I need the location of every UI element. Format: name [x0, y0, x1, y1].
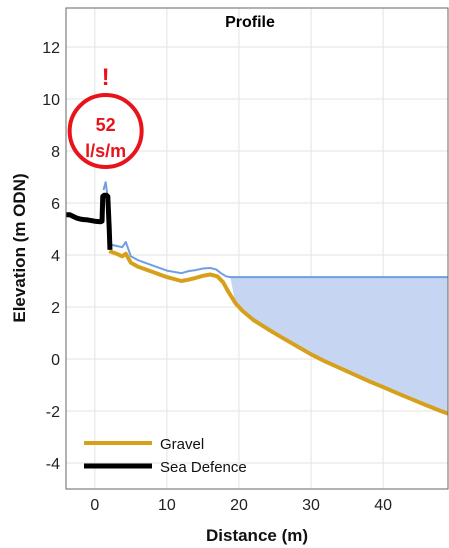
plot-area [66, 8, 448, 489]
alert-unit: l/s/m [85, 141, 126, 161]
series-line-gravel [108, 249, 449, 416]
water-layer [102, 181, 448, 414]
water-line [102, 181, 448, 279]
y-tick-label: -2 [46, 404, 60, 421]
x-tick-label: 40 [374, 497, 392, 514]
chart-title: Profile [225, 14, 275, 31]
plot-frame [65, 7, 449, 490]
y-tick-label: 10 [42, 92, 60, 109]
y-tick-label: 8 [51, 144, 60, 161]
series-line-sea-defence [66, 192, 113, 250]
y-tick-label: 0 [51, 352, 60, 369]
alert-value: 52 [96, 115, 116, 135]
y-tick-label: 4 [51, 248, 60, 265]
legend-label-gravel: Gravel [160, 436, 204, 453]
y-tick-label: 12 [42, 40, 60, 57]
x-tick-label: 0 [90, 497, 99, 514]
y-axis-label: Elevation (m ODN) [10, 173, 29, 322]
alert-badge: ! 52 l/s/m [67, 64, 144, 169]
y-tick-label: -4 [46, 456, 60, 473]
x-axis-label: Distance (m) [206, 526, 308, 545]
x-tick-label: 20 [230, 497, 248, 514]
ticks: 0 10 20 30 40 -4 -2 0 2 4 6 8 10 12 [42, 40, 392, 514]
series-layer [66, 192, 449, 416]
water-fill [230, 277, 448, 414]
x-tick-label: 30 [302, 497, 320, 514]
alert-exclamation-icon: ! [102, 64, 110, 91]
y-tick-label: 6 [51, 196, 60, 213]
legend-label-sea-defence: Sea Defence [160, 459, 247, 476]
y-tick-label: 2 [51, 300, 60, 317]
x-tick-label: 10 [158, 497, 176, 514]
alert-circle [67, 93, 144, 169]
legend: Gravel Sea Defence [84, 436, 247, 476]
